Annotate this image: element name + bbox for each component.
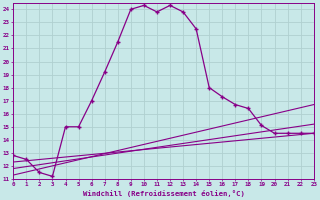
X-axis label: Windchill (Refroidissement éolien,°C): Windchill (Refroidissement éolien,°C): [83, 190, 244, 197]
